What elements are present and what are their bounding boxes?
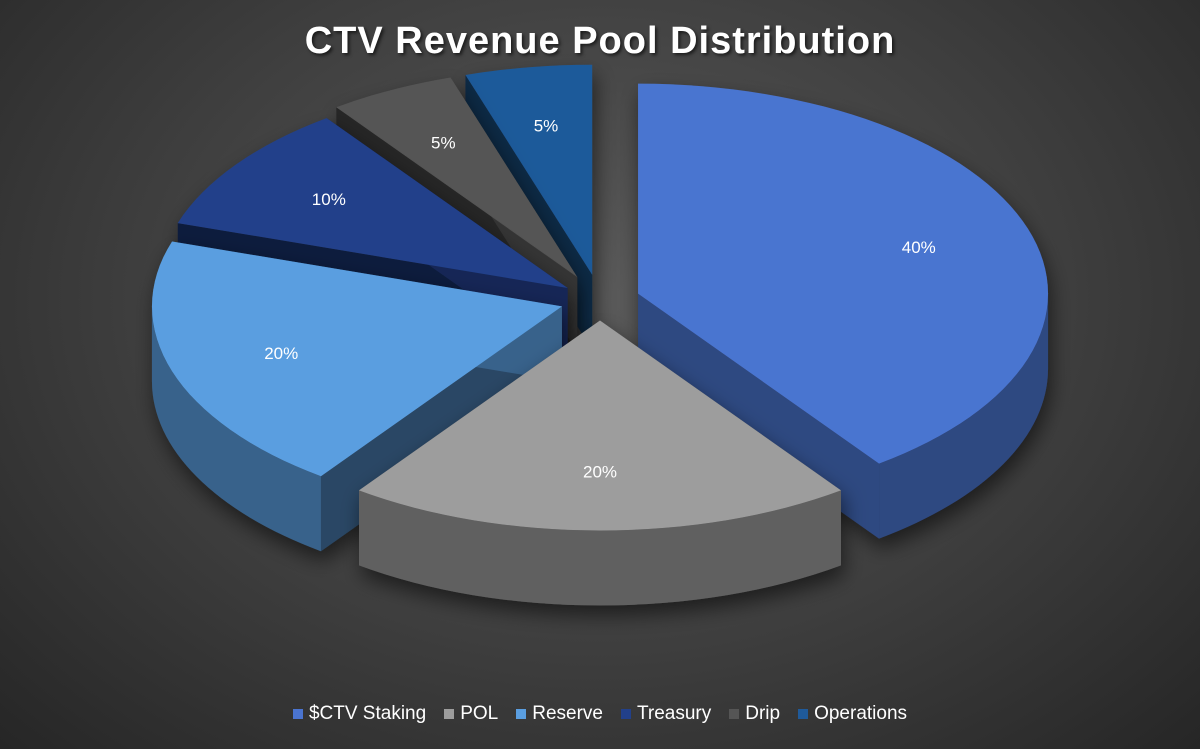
legend-item: Drip	[729, 703, 780, 725]
legend-swatch	[444, 709, 455, 719]
pie-slice-pol	[359, 320, 841, 606]
legend-label: Drip	[745, 703, 781, 724]
slice-outer-side	[151, 306, 321, 552]
legend-item: Operations	[798, 703, 907, 725]
slice-outer-side	[359, 490, 841, 606]
legend-swatch	[729, 709, 740, 719]
slice-top-face	[638, 83, 1049, 464]
data-label: 40%	[902, 238, 936, 257]
slice-top-face	[465, 64, 593, 275]
legend-item: Reserve	[516, 703, 603, 725]
data-label: 10%	[312, 190, 346, 209]
legend-label: Operations	[814, 703, 908, 724]
data-label: 20%	[583, 463, 617, 482]
slice-outer-side	[879, 293, 1049, 539]
slice-top-face	[359, 320, 841, 531]
legend-label: Treasury	[636, 703, 712, 724]
legend-item: Treasury	[620, 703, 712, 725]
legend-label: $CTV Staking	[308, 703, 427, 724]
data-label: 20%	[264, 344, 298, 363]
legend-swatch	[292, 709, 303, 719]
legend-swatch	[516, 709, 527, 719]
legend: $CTV Staking POL Reserve Treasury Drip Operat…	[0, 703, 1200, 725]
legend-item: $CTV Staking	[292, 703, 427, 725]
slice-top-face	[336, 77, 578, 278]
legend-label: POL	[460, 703, 499, 724]
slice-top-face	[177, 118, 568, 288]
data-label: 5%	[431, 133, 456, 152]
slice-top-face	[151, 241, 562, 477]
legend-swatch	[620, 709, 631, 719]
chart-title: CTV Revenue Pool Distribution	[304, 20, 896, 62]
legend-item: POL	[444, 703, 498, 725]
legend-label: Reserve	[532, 703, 603, 724]
data-label: 5%	[534, 116, 559, 135]
legend-swatch	[798, 709, 809, 719]
